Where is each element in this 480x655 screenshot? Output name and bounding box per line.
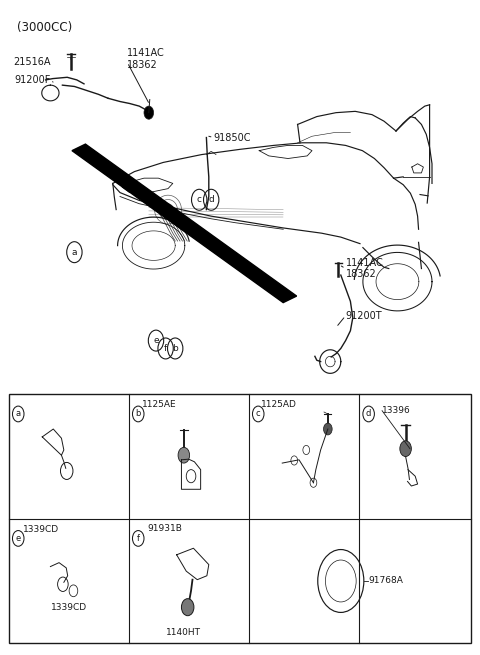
- Text: b: b: [172, 344, 178, 353]
- Bar: [9, 394, 471, 643]
- Text: d: d: [208, 195, 214, 204]
- Text: a: a: [16, 409, 21, 419]
- Text: 91931B: 91931B: [148, 524, 183, 533]
- Circle shape: [400, 441, 411, 457]
- Text: 91200T: 91200T: [346, 310, 382, 321]
- Text: a: a: [72, 248, 77, 257]
- Text: c: c: [197, 195, 202, 204]
- Text: e: e: [153, 336, 159, 345]
- Circle shape: [181, 599, 194, 616]
- Circle shape: [178, 447, 190, 463]
- Text: 1125AE: 1125AE: [142, 400, 177, 409]
- Polygon shape: [72, 144, 297, 303]
- Text: f: f: [137, 534, 140, 543]
- Text: b: b: [135, 409, 141, 419]
- Text: 91850C: 91850C: [214, 132, 251, 143]
- Text: 21516A: 21516A: [13, 57, 50, 67]
- Text: (3000CC): (3000CC): [17, 21, 72, 34]
- Text: 1339CD: 1339CD: [23, 525, 59, 534]
- Text: d: d: [366, 409, 372, 419]
- Text: 13396: 13396: [382, 406, 411, 415]
- Text: f: f: [164, 344, 167, 353]
- Text: 91200F: 91200F: [14, 75, 50, 85]
- Text: 1339CD: 1339CD: [50, 603, 87, 612]
- Text: 91768A: 91768A: [369, 576, 404, 586]
- Text: 1140HT: 1140HT: [167, 627, 201, 637]
- Circle shape: [324, 423, 332, 435]
- Text: e: e: [16, 534, 21, 543]
- Text: 1125AD: 1125AD: [261, 400, 297, 409]
- Text: c: c: [256, 409, 261, 419]
- Text: 1141AC
18362: 1141AC 18362: [346, 258, 384, 279]
- Circle shape: [144, 106, 154, 119]
- Text: 1141AC
18362: 1141AC 18362: [127, 48, 165, 69]
